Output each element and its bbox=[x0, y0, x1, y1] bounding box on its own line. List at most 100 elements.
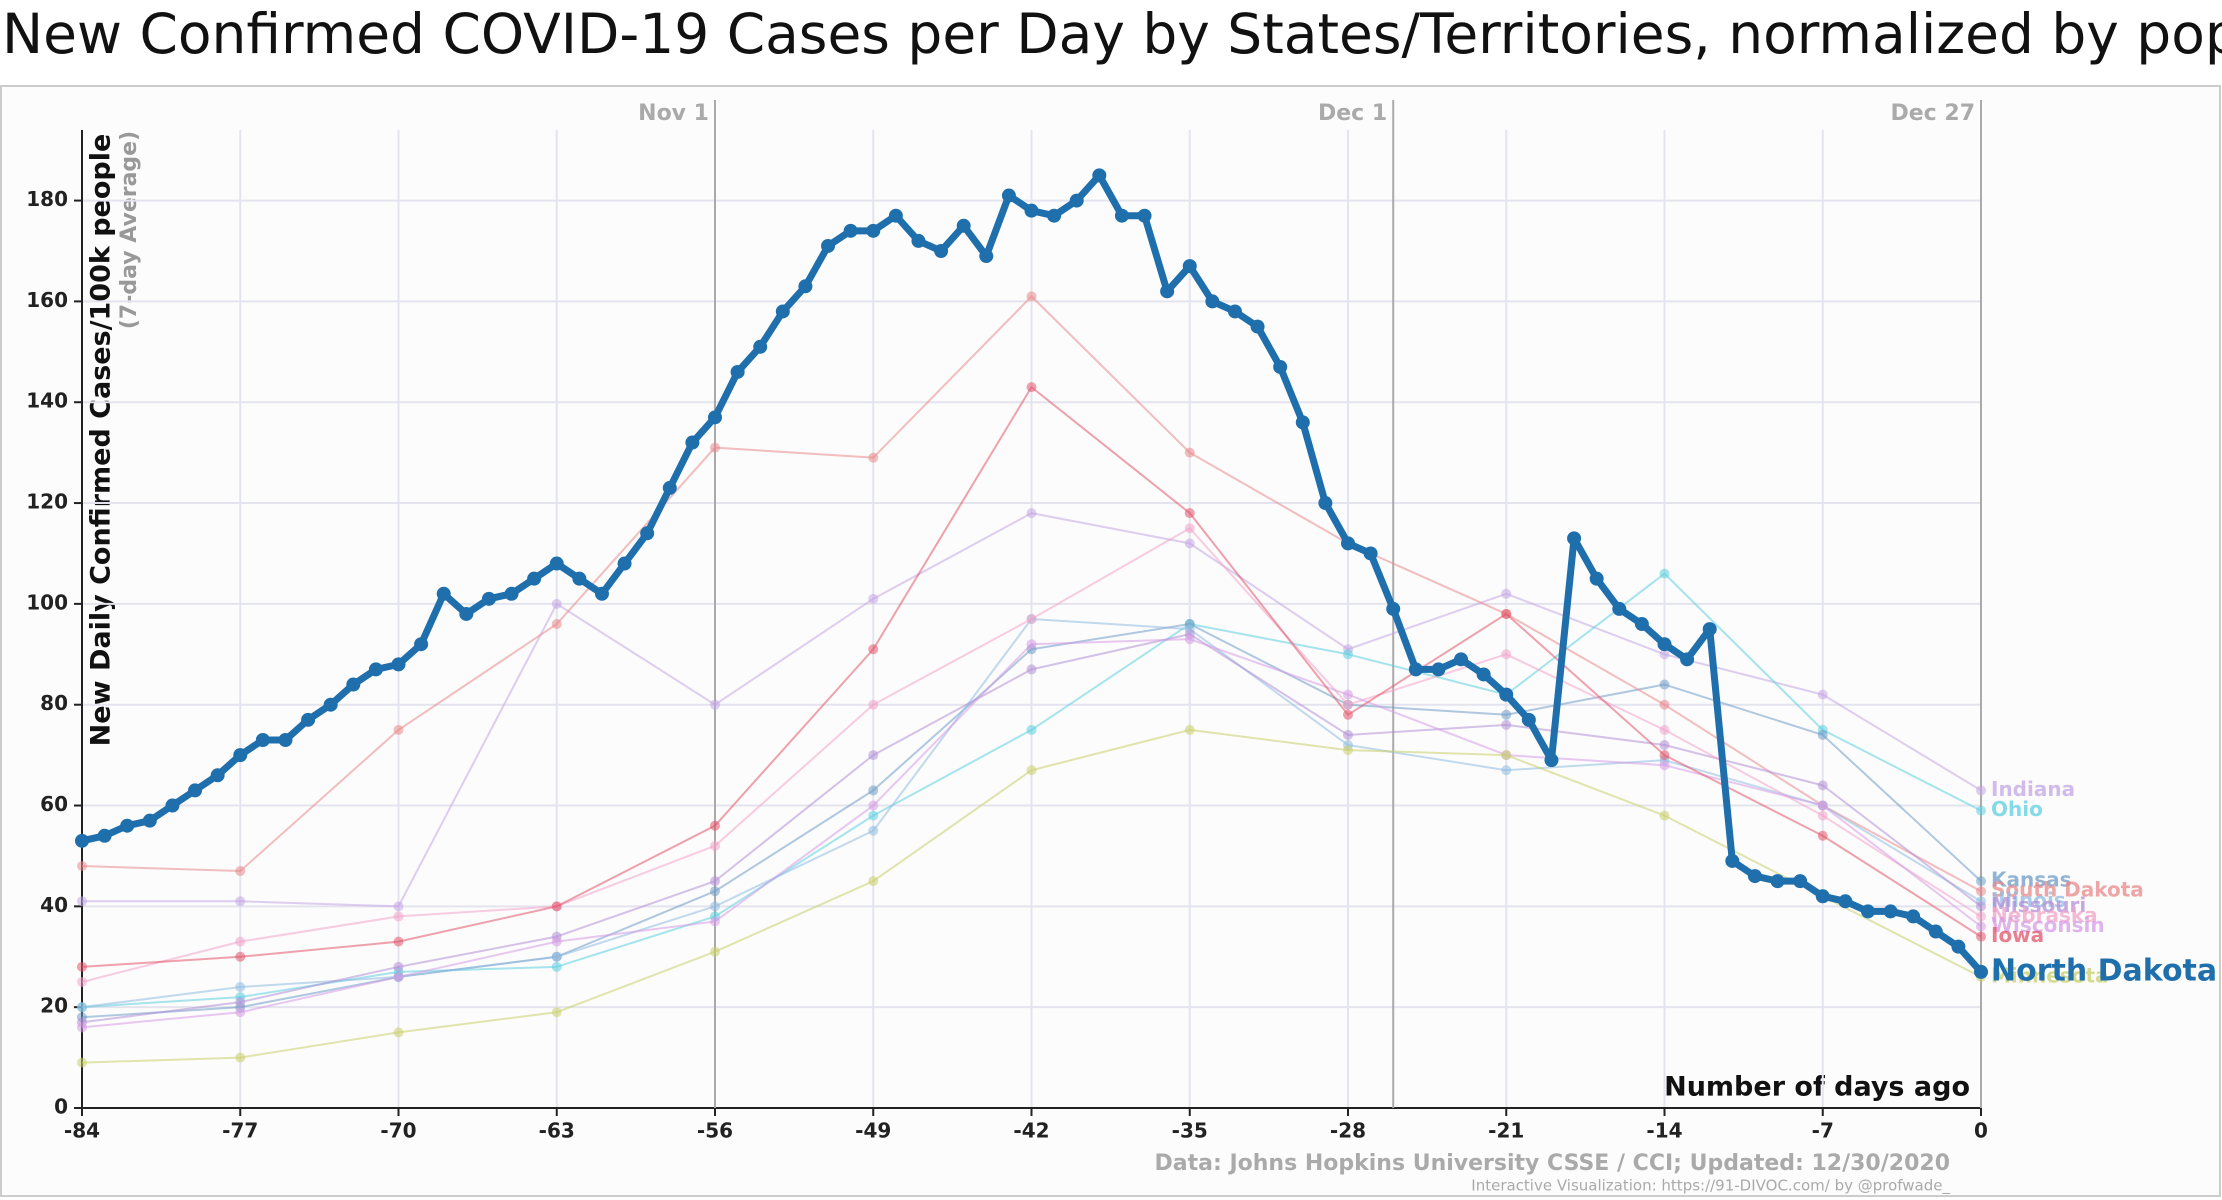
data-point bbox=[77, 976, 87, 987]
y-tick-label: 40 bbox=[40, 893, 68, 917]
data-point bbox=[1024, 203, 1039, 218]
data-point bbox=[1817, 830, 1828, 841]
data-point bbox=[551, 1007, 562, 1018]
x-tick-label: -70 bbox=[380, 1119, 416, 1143]
x-tick-label: 0 bbox=[1974, 1119, 1988, 1143]
data-point bbox=[391, 657, 406, 672]
data-point bbox=[821, 238, 836, 253]
data-point bbox=[1343, 729, 1353, 740]
data-point bbox=[1026, 639, 1037, 650]
data-point bbox=[1747, 869, 1762, 884]
data-point bbox=[1659, 740, 1670, 751]
data-point bbox=[549, 556, 564, 571]
data-point bbox=[1182, 259, 1197, 274]
data-point bbox=[1250, 319, 1265, 334]
x-tick-label: -35 bbox=[1172, 1119, 1208, 1143]
series-label: Ohio bbox=[1991, 797, 2043, 821]
data-point bbox=[1883, 904, 1898, 919]
y-tick-label: 140 bbox=[26, 389, 68, 413]
y-tick-label: 180 bbox=[26, 187, 68, 211]
data-point bbox=[1659, 760, 1670, 771]
data-point bbox=[188, 783, 203, 798]
data-point bbox=[1114, 208, 1129, 223]
data-point bbox=[414, 637, 429, 652]
data-point bbox=[1343, 745, 1353, 756]
data-point bbox=[210, 768, 225, 783]
data-point bbox=[1951, 939, 1966, 954]
data-point bbox=[278, 732, 293, 747]
data-point bbox=[1659, 679, 1670, 690]
data-point bbox=[1343, 689, 1353, 700]
data-point bbox=[1092, 168, 1107, 183]
source-note: Data: Johns Hopkins University CSSE / CC… bbox=[1155, 1151, 1950, 1176]
data-point bbox=[710, 840, 720, 851]
y-tick-label: 60 bbox=[40, 792, 68, 816]
data-point bbox=[1476, 667, 1491, 682]
x-tick-label: -28 bbox=[1330, 1119, 1366, 1143]
data-point bbox=[1976, 886, 1986, 897]
data-point bbox=[1725, 853, 1740, 868]
data-point bbox=[685, 435, 700, 450]
x-tick-label: -42 bbox=[1013, 1119, 1049, 1143]
x-tick-label: -84 bbox=[64, 1119, 100, 1143]
credit-note: Interactive Visualization: https://91-DI… bbox=[1471, 1177, 1950, 1196]
data-point bbox=[1363, 546, 1378, 561]
data-point bbox=[868, 876, 879, 887]
data-point bbox=[710, 876, 720, 887]
data-point bbox=[75, 833, 89, 848]
data-point bbox=[1659, 750, 1670, 761]
x-tick-label: -21 bbox=[1488, 1119, 1524, 1143]
data-point bbox=[1976, 931, 1986, 942]
data-point bbox=[551, 619, 562, 630]
data-point bbox=[662, 480, 677, 495]
data-point bbox=[1976, 805, 1986, 816]
data-point bbox=[1069, 193, 1084, 208]
data-point bbox=[551, 598, 562, 609]
series-label: Wisconsin bbox=[1991, 913, 2105, 937]
x-tick-label: -77 bbox=[222, 1119, 258, 1143]
data-point bbox=[1160, 284, 1175, 299]
data-point bbox=[1499, 687, 1514, 702]
data-point bbox=[77, 896, 87, 907]
data-point bbox=[710, 901, 720, 912]
data-point bbox=[235, 936, 246, 947]
x-tick-label: -56 bbox=[697, 1119, 733, 1143]
data-point bbox=[911, 233, 926, 248]
data-point bbox=[1431, 662, 1446, 677]
data-point bbox=[868, 800, 879, 811]
data-point bbox=[1386, 601, 1401, 616]
data-point bbox=[1702, 622, 1717, 637]
data-point bbox=[1343, 649, 1353, 660]
data-point bbox=[1026, 614, 1037, 624]
data-point bbox=[1976, 876, 1986, 887]
data-point bbox=[1026, 724, 1037, 735]
y-tick-label: 80 bbox=[40, 691, 68, 715]
data-point bbox=[1544, 753, 1559, 768]
data-point bbox=[142, 813, 157, 828]
data-point bbox=[1273, 359, 1288, 374]
date-label: Nov 1 bbox=[638, 101, 709, 126]
data-point bbox=[1501, 750, 1512, 761]
data-point bbox=[956, 218, 971, 233]
data-point bbox=[1026, 765, 1037, 776]
data-point bbox=[1976, 901, 1986, 912]
chart-title: New Confirmed COVID-19 Cases per Day by … bbox=[2, 2, 2222, 66]
data-point bbox=[323, 697, 338, 712]
data-point bbox=[775, 304, 790, 319]
data-point bbox=[1974, 964, 1988, 979]
data-point bbox=[1501, 649, 1512, 660]
data-point bbox=[1817, 780, 1828, 791]
data-point bbox=[1318, 496, 1333, 511]
x-tick-label: -7 bbox=[1812, 1119, 1834, 1143]
data-point bbox=[393, 971, 404, 982]
data-point bbox=[77, 1022, 87, 1033]
data-point bbox=[77, 1057, 87, 1068]
x-axis-label: Number of days ago bbox=[1664, 1072, 1970, 1103]
data-point bbox=[233, 748, 248, 763]
date-label: Dec 1 bbox=[1318, 101, 1387, 126]
data-point bbox=[1184, 634, 1195, 645]
data-point bbox=[1659, 810, 1670, 821]
series-label: Illinois bbox=[1991, 888, 2066, 912]
data-point bbox=[710, 946, 720, 957]
data-point bbox=[301, 712, 316, 727]
